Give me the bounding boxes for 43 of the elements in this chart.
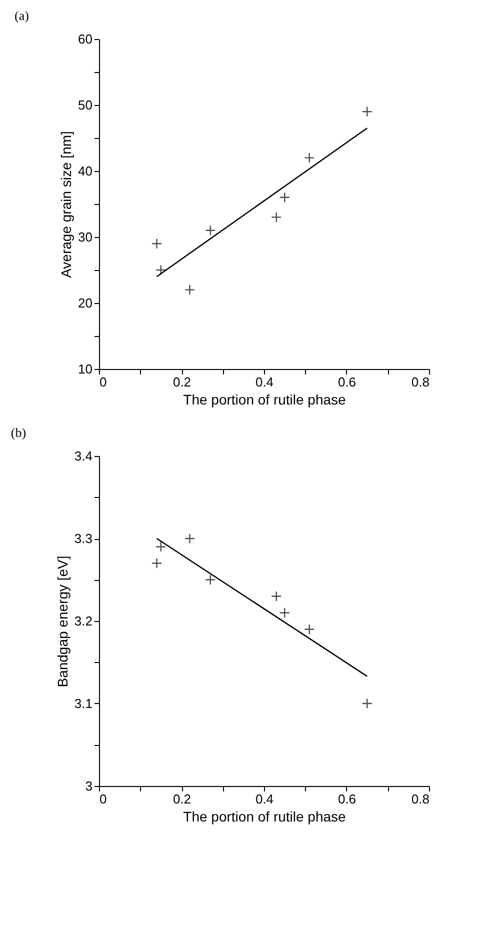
- x-tick-label: 0.2: [172, 792, 192, 806]
- x-axis-title: The portion of rutile phase: [183, 808, 346, 824]
- x-tick-label: 0.4: [255, 792, 274, 806]
- y-tick-label: 3.2: [74, 614, 92, 628]
- x-tick-label: 0.6: [338, 792, 356, 806]
- point: [184, 533, 196, 544]
- point: [279, 607, 290, 618]
- chart-title: (b): [10, 425, 26, 440]
- x-tick-label: 0.4: [255, 374, 274, 390]
- point: [151, 558, 162, 569]
- point: [304, 624, 315, 635]
- point: [279, 192, 290, 203]
- point: [205, 225, 216, 236]
- y-axis-title: Bandgap energy [eV]: [54, 556, 70, 688]
- point: [156, 264, 166, 276]
- x-tick-label: 0.8: [411, 374, 430, 390]
- y-axis-title: Average grain size [nm]: [58, 131, 74, 278]
- point: [271, 590, 282, 602]
- x-tick-label: 0.8: [411, 792, 430, 806]
- point: [205, 574, 216, 586]
- x-tick-label: 0.2: [172, 374, 192, 390]
- chart-title: (a): [14, 8, 29, 23]
- x-axis-title: The portion of rutile phase: [183, 392, 346, 408]
- y-tick-label: 50: [78, 98, 92, 112]
- y-tick-label: 60: [78, 32, 92, 46]
- y-tick-label: 10: [78, 362, 92, 376]
- x-tick-label: 0: [100, 792, 107, 806]
- point: [304, 152, 315, 164]
- y-tick-label: 20: [78, 296, 92, 310]
- point: [271, 212, 282, 223]
- y-tick-label: 3: [85, 778, 92, 794]
- x-tick-label: 0: [100, 374, 107, 390]
- point: [362, 106, 372, 117]
- y-tick-label: 3.4: [74, 448, 92, 464]
- y-tick-label: 30: [78, 230, 92, 244]
- y-tick-label: 3.3: [74, 531, 92, 546]
- point: [151, 238, 162, 249]
- point: [184, 284, 196, 296]
- y-tick-label: 40: [78, 164, 92, 178]
- point: [362, 698, 372, 709]
- y-tick-label: 3.1: [74, 696, 92, 711]
- x-tick-label: 0.6: [338, 374, 356, 390]
- point: [156, 541, 166, 552]
